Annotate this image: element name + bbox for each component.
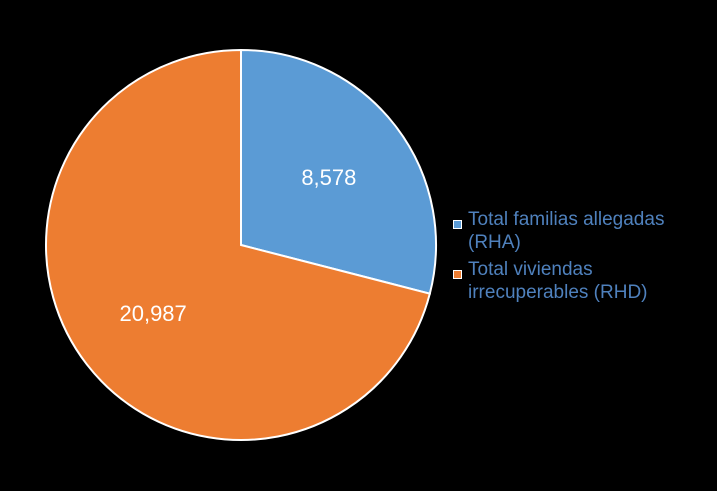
legend-label-rhd: Total viviendas irrecuperables (RHD): [468, 259, 648, 303]
legend-swatch-rha: [453, 220, 462, 229]
legend-swatch-rhd: [453, 270, 462, 279]
slice-value-label-0: 8,578: [301, 165, 356, 190]
pie-slice-1: [45, 48, 432, 441]
legend-label-rha: Total familias allegadas (RHA): [468, 209, 665, 253]
pie-slice-0: [240, 48, 437, 295]
slice-value-label-1: 20,987: [119, 301, 186, 326]
legend-item-rha: Total familias allegadas (RHA): [453, 208, 715, 254]
legend: Total familias allegadas (RHA) Total viv…: [453, 208, 715, 308]
legend-item-rhd: Total viviendas irrecuperables (RHD): [453, 258, 715, 304]
